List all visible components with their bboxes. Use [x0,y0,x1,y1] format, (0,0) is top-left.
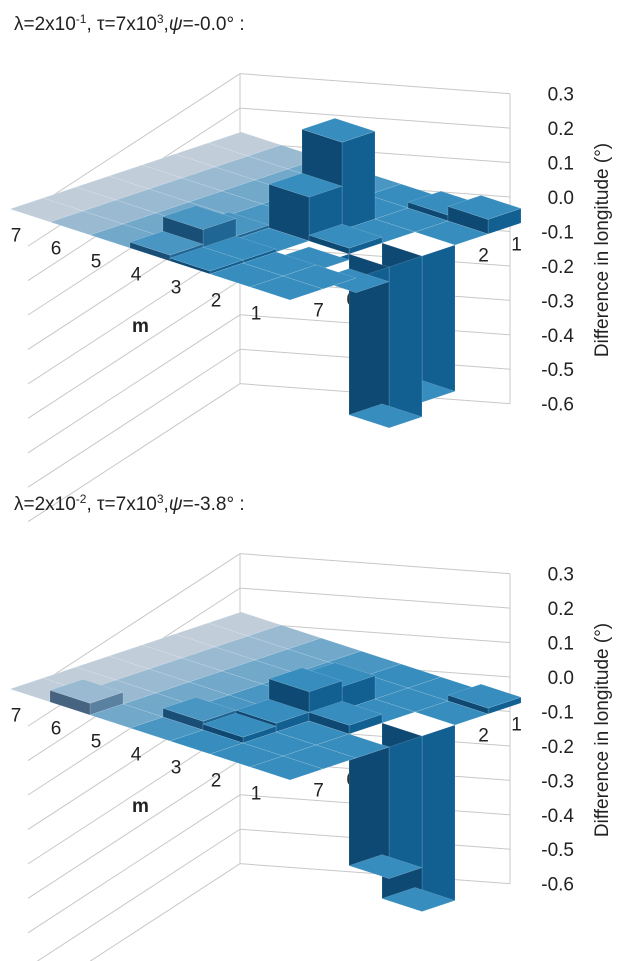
bar-top [169,246,244,272]
title-part: -1 [76,12,87,26]
bar-top [308,700,383,726]
z-tick-label: 0.3 [548,565,574,586]
bar-top [308,223,383,249]
m-tick-label: 7 [11,226,22,247]
z-axis-label: Difference in longitude (°) [592,143,613,357]
chart-title: λ=2x10-2, τ=7x103,ψ=-3.8° : [14,492,245,515]
m-tick-label: 3 [171,278,182,299]
title-part: λ=2x10 [14,494,76,515]
title-part: λ=2x10 [14,14,76,35]
title-part: ψ [169,494,183,515]
bar-top [268,172,343,198]
bar-top [414,700,489,726]
panel: λ=2x10-2, τ=7x103,ψ=-3.8° :0.30.20.10.0-… [9,492,613,961]
bar-side [421,244,456,403]
m-tick-label: 1 [251,784,262,805]
chart-title: λ=2x10-1, τ=7x103,ψ=-0.0° : [14,12,245,35]
title-part: , [164,14,169,35]
bar-top [282,744,357,770]
z-tick-label: -0.1 [541,222,574,243]
z-tick-label: 0.1 [548,154,574,175]
m-tick-label: 3 [171,758,182,779]
z-axis-label: Difference in longitude (°) [592,623,613,837]
bar-top [249,275,324,301]
z-tick-label: -0.2 [541,737,574,758]
m-tick-label: 6 [51,239,62,260]
title-part: 3 [157,12,164,26]
m-tick-label: 5 [91,252,102,273]
bar-top [447,683,522,709]
title-part: , τ=7x10 [86,494,156,515]
z-tick-label: 0.2 [548,599,574,620]
title-part: ψ [169,14,183,35]
title-part: =-3.8° : [183,494,245,515]
z-tick-label: 0.2 [548,119,574,140]
z-tick-label: -0.2 [541,257,574,278]
title-part: , [164,494,169,515]
m-tick-label: 2 [211,771,222,792]
z-tick-label: 0.0 [548,668,574,689]
bar-top [209,262,284,288]
m-tick-label: 7 [11,706,22,727]
bar-top [414,220,489,246]
m-tick-label: 4 [131,265,142,286]
l-tick-label: 7 [313,301,324,322]
l-tick-label: 7 [313,781,324,802]
bar-top [202,712,277,738]
m-tick-label: 1 [251,304,262,325]
l-tick-label: 1 [511,235,522,256]
bar-top [162,696,237,722]
z-tick-label: 0.1 [548,634,574,655]
bar-side [341,130,376,231]
bar-top [162,205,237,230]
m-tick-label: 2 [211,291,222,312]
z-tick-label: 0.3 [548,85,574,106]
m-tick-label: 6 [51,719,62,740]
z-tick-label: -0.5 [541,360,574,381]
bar-top [348,403,423,429]
bar-top [49,679,124,704]
z-tick-label: -0.4 [541,326,574,347]
bar-side [421,724,456,912]
title-part: =-0.0° : [183,14,245,35]
m-tick-label: 5 [91,732,102,753]
l-tick-label: 2 [478,246,489,267]
bar-top [268,667,343,693]
z-tick-label: -0.1 [541,702,574,723]
bar-side [388,735,423,879]
z-tick-label: -0.3 [541,771,574,792]
bar-top [447,195,522,220]
title-part: , τ=7x10 [86,14,156,35]
z-tick-label: -0.6 [541,395,574,416]
m-tick-label: 4 [131,745,142,766]
z-tick-label: -0.3 [541,291,574,312]
l-tick-label: 1 [511,715,522,736]
bar-top [129,230,204,256]
bar-side [388,255,423,429]
m-axis-label: m [132,316,149,337]
panel: λ=2x10-1, τ=7x103,ψ=-0.0° :0.30.20.10.0-… [9,12,613,523]
m-axis-label: m [132,796,149,817]
z-tick-label: -0.4 [541,806,574,827]
bar-top [235,698,310,724]
title-part: 3 [157,492,164,506]
l-tick-label: 2 [478,726,489,747]
z-tick-label: 0.0 [548,188,574,209]
bar-top [315,733,390,759]
bar-top [301,118,376,143]
z-tick-label: -0.6 [541,875,574,896]
bar-top [381,887,456,912]
title-part: -2 [76,492,87,506]
bar-top [249,755,324,781]
bar-top [348,854,423,879]
z-tick-label: -0.5 [541,840,574,861]
